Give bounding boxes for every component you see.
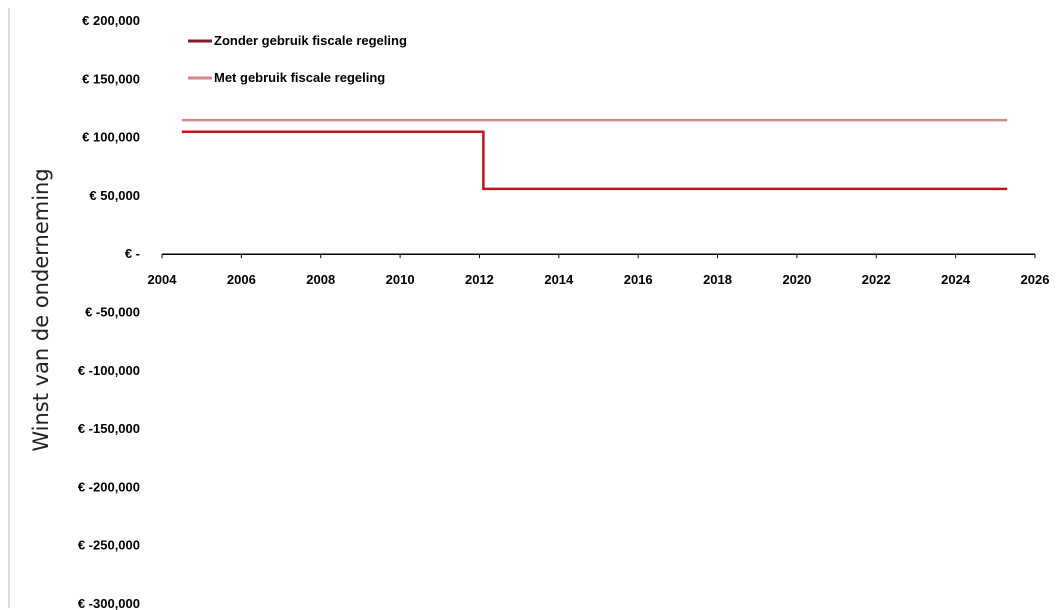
x-tick-label: 2024 — [941, 272, 971, 287]
x-tick-label: 2026 — [1021, 272, 1050, 287]
legend-label: Met gebruik fiscale regeling — [214, 70, 385, 85]
x-tick-label: 2008 — [306, 272, 335, 287]
y-axis-label: Winst van de onderneming — [29, 168, 53, 451]
y-tick-label: € -100,000 — [78, 363, 140, 378]
legend-label: Zonder gebruik fiscale regeling — [214, 33, 407, 48]
x-tick-label: 2012 — [465, 272, 494, 287]
x-tick-label: 2004 — [148, 272, 178, 287]
y-tick-label: € -50,000 — [85, 305, 140, 320]
y-tick-label: € -300,000 — [78, 596, 140, 610]
y-tick-label: € 100,000 — [82, 130, 140, 145]
x-tick-label: 2014 — [544, 272, 574, 287]
y-tick-label: € 150,000 — [82, 71, 140, 86]
y-tick-label: € 200,000 — [82, 13, 140, 28]
x-tick-label: 2022 — [862, 272, 891, 287]
y-tick-label: € - — [125, 246, 140, 261]
x-tick-labels: 2004 2006 2008 2010 2012 2014 2016 2018 2020 2022… — [148, 254, 1050, 287]
x-tick-label: 2010 — [386, 272, 415, 287]
y-tick-label: € -150,000 — [78, 421, 140, 436]
series-lines — [181, 118, 1008, 191]
y-tick-label: € -200,000 — [78, 479, 140, 494]
series-line-zonder — [181, 130, 1008, 191]
x-tick-label: 2006 — [227, 272, 256, 287]
y-tick-label: € 50,000 — [89, 188, 140, 203]
legend: Zonder gebruik fiscale regeling Met gebru… — [188, 33, 407, 85]
y-tick-labels: € 200,000 € 150,000 € 100,000 € 50,000 € - € … — [78, 13, 140, 610]
x-tick-label: 2018 — [703, 272, 732, 287]
y-tick-label: € -250,000 — [78, 538, 140, 553]
x-tick-label: 2020 — [782, 272, 811, 287]
x-tick-label: 2016 — [624, 272, 653, 287]
